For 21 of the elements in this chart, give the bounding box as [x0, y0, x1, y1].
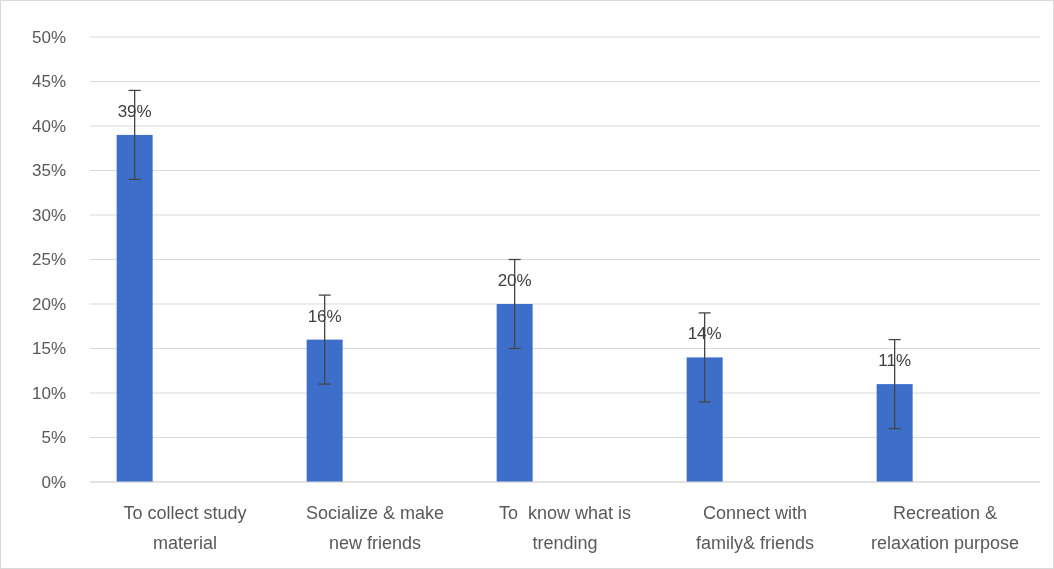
- x-tick-label: To collect study material: [123, 503, 247, 553]
- x-tick-label: To know what is trending: [498, 503, 632, 553]
- y-tick-label: 35%: [31, 161, 66, 181]
- x-tick-label: Connect with family& friends: [695, 503, 815, 553]
- y-tick-label: 50%: [31, 27, 66, 47]
- x-tick-label: Socialize & make new friends: [305, 503, 445, 553]
- y-tick-label: 0%: [41, 472, 66, 492]
- bar: [306, 339, 343, 482]
- y-tick-label: 10%: [31, 383, 66, 403]
- y-tick-label: 5%: [41, 428, 66, 448]
- y-tick-label: 45%: [31, 72, 66, 92]
- bar: [496, 304, 533, 482]
- bar: [876, 384, 913, 482]
- y-tick-label: 20%: [31, 294, 66, 314]
- y-tick-label: 40%: [31, 116, 66, 136]
- bar: [116, 134, 153, 482]
- x-tick-label: Recreation & relaxation purpose: [870, 503, 1020, 553]
- y-tick-label: 15%: [31, 339, 66, 359]
- bar: [686, 357, 723, 482]
- y-tick-label: 25%: [31, 250, 66, 270]
- y-tick-label: 30%: [31, 205, 66, 225]
